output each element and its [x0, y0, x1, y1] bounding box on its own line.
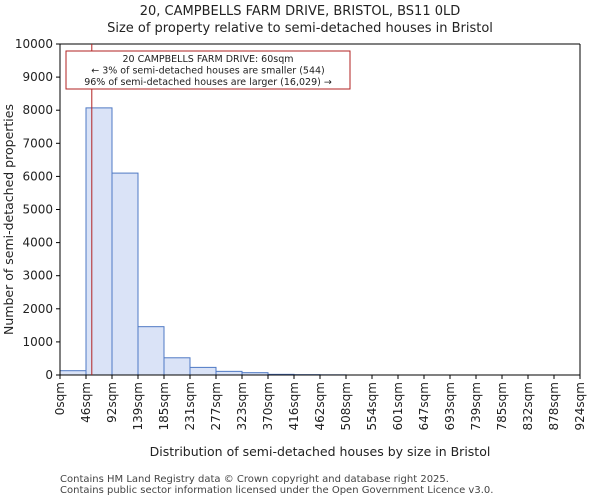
histogram-chart: 0 1000 2000 3000 4000 5000 6000 7000 8000 9000 100… — [1, 37, 587, 459]
bar-46sqm — [85, 107, 113, 376]
x-tick-label: 462sqm — [313, 382, 327, 430]
x-tick-label: 554sqm — [365, 382, 379, 430]
x-tick-label: 693sqm — [443, 382, 457, 430]
x-tick-label: 185sqm — [157, 382, 171, 430]
annotation-line-2: ← 3% of semi-detached houses are smaller… — [91, 66, 325, 77]
y-axis-title: Number of semi-detached properties — [1, 104, 16, 335]
y-tick-label: 7000 — [22, 136, 53, 150]
footer-line-2: Contains public sector information licen… — [60, 485, 494, 496]
annotation-line-1: 20 CAMPBELLS FARM DRIVE: 60sqm — [123, 54, 294, 65]
bar-92sqm — [111, 172, 139, 376]
x-tick-label: 277sqm — [209, 382, 223, 430]
x-tick-label: 370sqm — [261, 382, 275, 430]
bar-277sqm — [215, 370, 243, 376]
y-tick-label: 6000 — [22, 169, 53, 183]
y-tick-label: 3000 — [22, 269, 53, 283]
x-tick-label: 46sqm — [79, 382, 93, 423]
chart-subtitle: Size of property relative to semi-detach… — [107, 21, 493, 36]
x-tick-label: 139sqm — [131, 382, 145, 430]
chart-title: 20, CAMPBELLS FARM DRIVE, BRISTOL, BS11 … — [139, 4, 461, 19]
x-tick-label: 832sqm — [521, 382, 535, 430]
y-tick-label: 1000 — [22, 335, 53, 349]
bar-231sqm — [189, 366, 217, 376]
bar-139sqm — [137, 326, 165, 376]
x-tick-label: 231sqm — [183, 382, 197, 430]
x-tick-label: 647sqm — [417, 382, 431, 430]
y-tick-label: 9000 — [22, 70, 53, 84]
y-tick-label: 0 — [45, 368, 53, 382]
x-tick-label: 924sqm — [573, 382, 587, 430]
y-tick-label: 2000 — [22, 302, 53, 316]
x-tick-label: 601sqm — [391, 382, 405, 430]
x-tick-label: 92sqm — [105, 382, 119, 423]
y-tick-label: 8000 — [22, 103, 53, 117]
bar-185sqm — [163, 357, 191, 376]
x-tick-label: 785sqm — [495, 382, 509, 430]
y-tick-label: 4000 — [22, 236, 53, 250]
y-tick-label: 10000 — [15, 37, 53, 51]
annotation-box — [65, 50, 351, 90]
x-tick-label: 878sqm — [547, 382, 561, 430]
x-tick-label: 323sqm — [235, 382, 249, 430]
x-tick-label: 0sqm — [53, 382, 67, 415]
footer-line-1: Contains HM Land Registry data © Crown c… — [60, 474, 449, 485]
annotation-line-3: 96% of semi-detached houses are larger (… — [84, 77, 332, 88]
y-tick-label: 5000 — [22, 203, 53, 217]
bar-0sqm — [59, 370, 87, 376]
x-axis-title: Distribution of semi-detached houses by … — [150, 444, 491, 459]
x-tick-label: 739sqm — [469, 382, 483, 430]
x-tick-label: 416sqm — [287, 382, 301, 430]
x-tick-label: 508sqm — [339, 382, 353, 430]
